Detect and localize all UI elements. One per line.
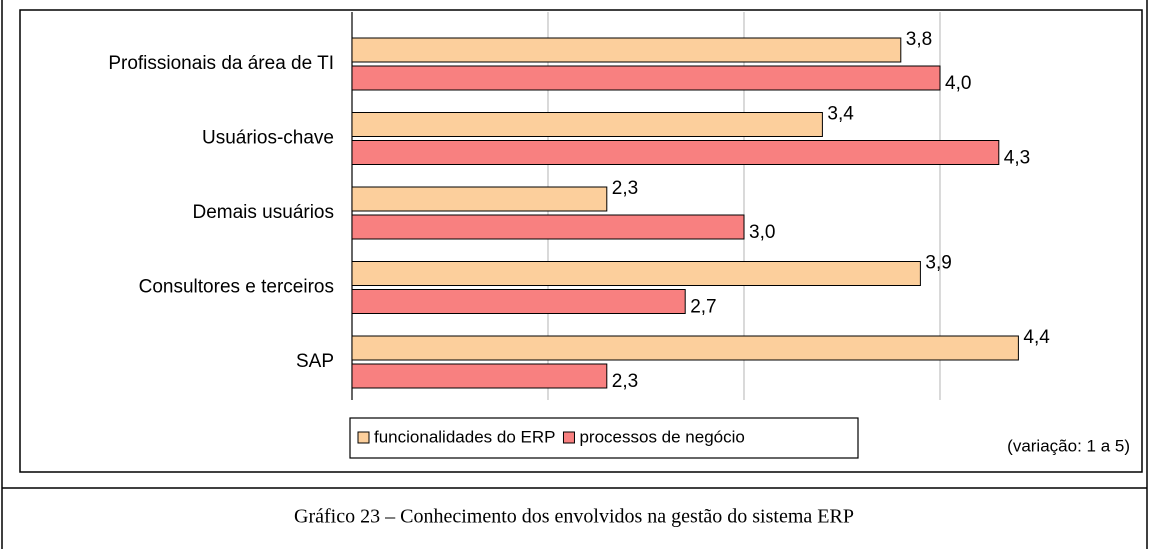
bar <box>351 186 608 212</box>
bar <box>351 335 1019 361</box>
legend-swatch <box>357 431 370 444</box>
value-label: 3,4 <box>827 104 854 125</box>
value-label: 4,0 <box>945 73 971 94</box>
bar <box>351 289 686 314</box>
bar <box>351 37 902 63</box>
value-label: 3,9 <box>925 253 951 274</box>
y-tick-label: SAP <box>296 351 334 372</box>
value-label: 4,4 <box>1023 327 1050 348</box>
bar <box>351 65 941 91</box>
value-label: 2,3 <box>612 371 638 392</box>
bar <box>351 363 608 389</box>
note: (variação: 1 a 5) <box>1007 436 1130 455</box>
y-tick-label: Consultores e terceiros <box>139 277 334 298</box>
value-label: 3,0 <box>749 222 775 243</box>
legend-label: funcionalidades do ERP <box>374 427 555 446</box>
y-tick-label: Profissionais da área de TI <box>108 53 334 74</box>
value-label: 4,3 <box>1004 148 1030 169</box>
caption: Gráfico 23 – Conhecimento dos envolvidos… <box>294 506 854 528</box>
bar <box>351 261 921 286</box>
bar <box>351 140 1000 165</box>
bar <box>351 112 823 137</box>
y-tick-label: Usuários-chave <box>202 128 334 149</box>
legend-swatch <box>562 431 575 444</box>
value-label: 2,7 <box>690 297 716 318</box>
value-label: 3,8 <box>906 29 932 50</box>
legend-label: processos de negócio <box>579 427 744 446</box>
plot: Profissionais da área de TI 3,8 4,0 Usuário… <box>108 12 1050 400</box>
legend <box>349 417 859 459</box>
value-label: 2,3 <box>612 178 638 199</box>
bar <box>351 214 745 240</box>
y-tick-label: Demais usuários <box>193 202 335 223</box>
